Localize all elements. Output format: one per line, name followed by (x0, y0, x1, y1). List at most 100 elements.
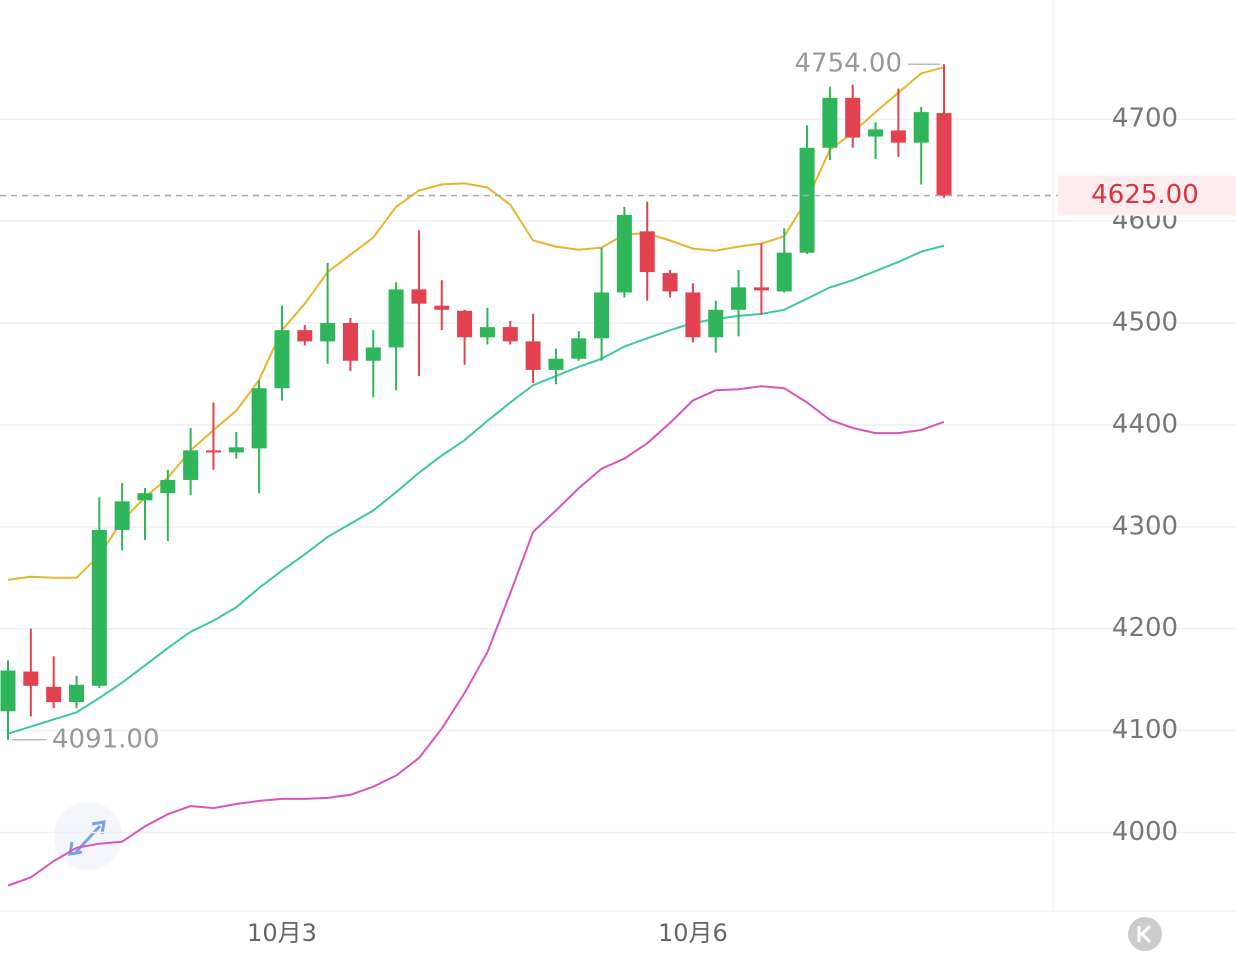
candle-body (274, 330, 290, 389)
low-annotation: 4091.00 (52, 724, 160, 754)
candle-body (68, 684, 84, 703)
candle (548, 348, 564, 385)
candle-body (594, 292, 610, 339)
candle (753, 243, 769, 315)
candle (342, 317, 358, 371)
candle-body (183, 450, 199, 480)
candle-body (731, 287, 747, 310)
candle (320, 262, 336, 364)
candle (297, 325, 313, 346)
candle (890, 88, 906, 157)
candle (868, 122, 884, 159)
y-tick-label: 4100 (1112, 715, 1178, 745)
candle (434, 280, 450, 331)
candle (91, 497, 107, 688)
candle (731, 270, 747, 337)
candle (160, 469, 176, 542)
candle-body (616, 215, 632, 293)
y-tick-label: 4500 (1112, 308, 1178, 338)
candle (502, 320, 518, 345)
candle-body (228, 447, 244, 453)
candle-body (342, 323, 358, 361)
candle-body (571, 338, 587, 359)
candle (68, 675, 84, 709)
candle-body (114, 501, 130, 530)
candle (388, 282, 404, 391)
candle (639, 201, 655, 301)
candle-body (685, 292, 701, 338)
candle (571, 331, 587, 361)
k-button-bg (1128, 917, 1162, 951)
candle-body (0, 670, 16, 712)
candle-body (525, 341, 541, 370)
candle-body (137, 493, 153, 501)
candle (274, 305, 290, 401)
candle (616, 206, 632, 298)
candle-body (913, 112, 929, 143)
candle (228, 432, 244, 459)
candle (205, 402, 221, 470)
candle (685, 283, 701, 343)
candle (23, 628, 39, 717)
candle-body (868, 129, 884, 137)
last-price-label: 4625.00 (1091, 180, 1199, 210)
candle-body (160, 479, 176, 494)
candle (845, 84, 861, 148)
candle-body (753, 287, 769, 291)
candle (479, 307, 495, 345)
last-price-bg (1058, 175, 1236, 216)
candle-body (297, 330, 313, 342)
y-tick-label: 4400 (1112, 409, 1178, 439)
y-tick-label: 4200 (1112, 613, 1178, 643)
candle-body (502, 327, 518, 342)
expand-button-bg (54, 802, 122, 870)
y-tick-label: 4000 (1112, 817, 1178, 847)
candle (776, 228, 792, 293)
candle-body (822, 97, 838, 148)
y-tick-label: 4300 (1112, 511, 1178, 541)
candle-body (548, 358, 564, 370)
x-tick-label: 10月3 (247, 919, 317, 947)
candle-body (23, 671, 39, 686)
indicator-line (7, 385, 945, 887)
candle-body (799, 147, 815, 253)
high-annotation: 4754.00 (794, 49, 902, 79)
candle-body (776, 252, 792, 292)
candle (525, 313, 541, 384)
candle (708, 300, 724, 353)
candle-body (365, 347, 381, 361)
expand-button[interactable] (54, 802, 122, 870)
candle (411, 230, 427, 377)
candle (46, 656, 62, 709)
indicator-line (7, 244, 945, 735)
candle (137, 488, 153, 541)
y-tick-label: 4700 (1112, 104, 1178, 134)
candle-body (662, 273, 678, 292)
candle (251, 380, 267, 494)
k-button[interactable] (1128, 917, 1162, 951)
candle-body (205, 450, 221, 453)
candle-body (936, 113, 952, 196)
candle (936, 64, 952, 198)
candle (913, 106, 929, 185)
candle-body (91, 529, 107, 686)
candle-body (479, 327, 495, 338)
candle-body (457, 310, 473, 338)
candle (457, 309, 473, 365)
k-icon (1137, 924, 1152, 944)
candle (822, 86, 838, 160)
candle (799, 125, 815, 254)
candle-body (388, 289, 404, 348)
candle-body (46, 686, 62, 703)
candle-body (320, 323, 336, 342)
candle-body (639, 231, 655, 273)
x-tick-label: 10月6 (658, 919, 728, 947)
candle (0, 660, 16, 740)
candle (114, 483, 130, 551)
candle (365, 330, 381, 398)
candle (662, 270, 678, 298)
candle-body (434, 305, 450, 310)
candle-body (411, 289, 427, 304)
